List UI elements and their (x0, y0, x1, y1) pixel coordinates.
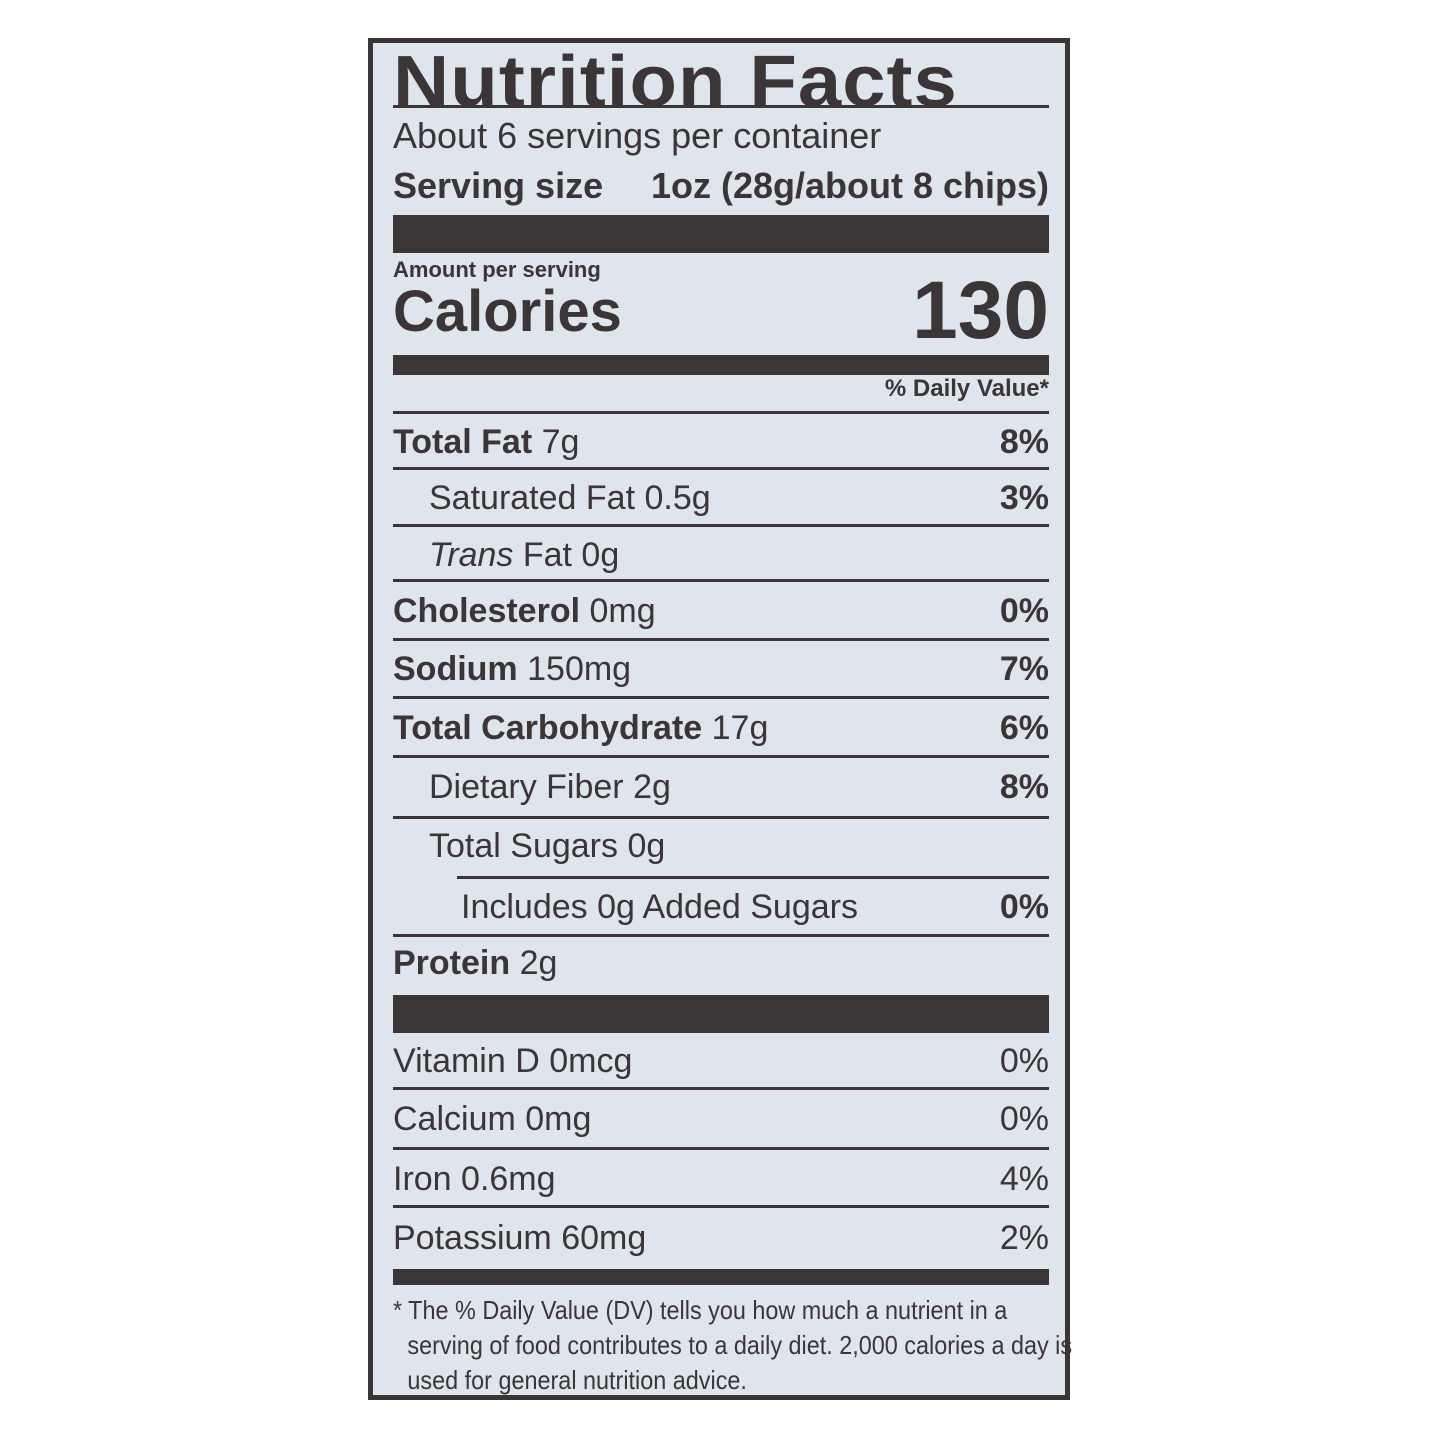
thick-divider (393, 215, 1049, 253)
nutrient-amount: 150mg (527, 649, 632, 688)
nutrient-name: Cholesterol (393, 591, 581, 630)
divider (393, 411, 1049, 414)
nutrient-row-sodium: Sodium 150mg 7% (393, 642, 1049, 696)
vitamin-row-calcium: Calcium 0mg 0% (393, 1091, 1049, 1147)
nutrient-dv: 8% (999, 767, 1049, 806)
calories-value: 130 (912, 265, 1049, 356)
vitamin-name: Iron (393, 1159, 452, 1198)
medium-divider (393, 1269, 1049, 1285)
serving-size-row: Serving size 1oz (28g/about 8 chips) (393, 165, 1049, 207)
nutrient-amount: 0g (581, 535, 620, 574)
nutrient-dv: 6% (999, 708, 1049, 747)
servings-per-container: About 6 servings per container (393, 115, 882, 156)
nutrient-amount: 2g (633, 767, 671, 806)
nutrient-name: Saturated Fat (429, 478, 636, 517)
nutrient-name: Total Carbohydrate (393, 708, 703, 747)
nutrient-row-saturated-fat: Saturated Fat 0.5g 3% (393, 471, 1049, 525)
vitamin-dv: 2% (999, 1218, 1049, 1257)
nutrient-row-protein: Protein 2g (393, 937, 1049, 989)
nutrient-name: Total Sugars (429, 826, 618, 865)
nutrient-row-added-sugars: Includes 0g Added Sugars 0% (393, 879, 1049, 935)
nutrition-facts-label: Nutrition Facts About 6 servings per con… (368, 38, 1073, 1400)
divider (393, 755, 1049, 758)
divider (393, 1205, 1049, 1208)
serving-size-value: 1oz (28g/about 8 chips) (650, 165, 1049, 206)
nutrient-name: Sodium (393, 649, 518, 688)
nutrient-name: Dietary Fiber (429, 767, 624, 806)
nutrient-row-dietary-fiber: Dietary Fiber 2g 8% (393, 759, 1049, 815)
divider (393, 467, 1049, 470)
divider (393, 638, 1049, 641)
vitamin-dv: 0% (999, 1041, 1049, 1080)
nutrient-dv: 0% (999, 591, 1049, 630)
nutrient-name: Total Fat (393, 422, 533, 461)
footnote: * The % Daily Value (DV) tells you how m… (393, 1295, 1073, 1395)
nutrient-name: Includes 0g Added Sugars (461, 887, 858, 926)
divider (393, 696, 1049, 699)
divider (393, 1147, 1049, 1150)
divider (393, 1087, 1049, 1090)
vitamin-row-vitamin-d: Vitamin D 0mcg 0% (393, 1033, 1049, 1089)
vitamin-dv: 4% (999, 1159, 1049, 1198)
thick-divider (393, 995, 1049, 1033)
nutrient-amount: 2g (519, 943, 558, 982)
amount-per-serving: Amount per serving (393, 257, 601, 282)
nutrient-amount: 0mg (589, 591, 656, 630)
vitamin-amount: 0mg (525, 1099, 592, 1138)
divider (457, 876, 1049, 879)
vitamin-amount: 60mg (561, 1218, 647, 1257)
serving-size-label: Serving size (393, 165, 604, 206)
vitamin-row-iron: Iron 0.6mg 4% (393, 1151, 1049, 1207)
vitamin-dv: 0% (999, 1099, 1049, 1138)
divider (393, 934, 1049, 937)
divider (393, 579, 1049, 582)
vitamin-amount: 0mcg (549, 1041, 633, 1080)
vitamin-name: Vitamin D (393, 1041, 540, 1080)
nutrient-row-trans-fat: Trans Fat 0g (393, 528, 1049, 582)
nutrient-row-total-carbohydrate: Total Carbohydrate 17g 6% (393, 700, 1049, 756)
vitamin-name: Calcium (393, 1099, 516, 1138)
nutrient-name: Trans (429, 535, 514, 574)
nutrient-name: Protein (393, 943, 511, 982)
calories-label: Calories (393, 278, 622, 344)
nutrient-amount: 17g (711, 708, 769, 747)
vitamin-amount: 0.6mg (461, 1159, 556, 1198)
nutrient-dv: 3% (999, 478, 1049, 517)
nutrient-row-total-fat: Total Fat 7g 8% (393, 415, 1049, 469)
vitamin-name: Potassium (393, 1218, 552, 1257)
divider (393, 524, 1049, 527)
nutrient-dv: 7% (999, 649, 1049, 688)
daily-value-header: % Daily Value* (884, 375, 1049, 402)
nutrient-dv: 8% (999, 422, 1049, 461)
nutrient-amount: 0.5g (644, 478, 711, 517)
divider (393, 105, 1049, 108)
calories-row: Calories 130 (393, 265, 1049, 356)
divider (393, 816, 1049, 819)
vitamin-row-potassium: Potassium 60mg 2% (393, 1209, 1049, 1267)
nutrient-amount: 7g (541, 422, 580, 461)
nutrient-amount: 0g (627, 826, 666, 865)
nutrient-dv: 0% (999, 887, 1049, 926)
label-title: Nutrition Facts (393, 42, 958, 122)
medium-divider (393, 355, 1049, 375)
nutrient-row-total-sugars: Total Sugars 0g (393, 818, 1049, 874)
nutrient-name-suffix: Fat (522, 535, 572, 574)
nutrient-row-cholesterol: Cholesterol 0mg 0% (393, 583, 1049, 639)
